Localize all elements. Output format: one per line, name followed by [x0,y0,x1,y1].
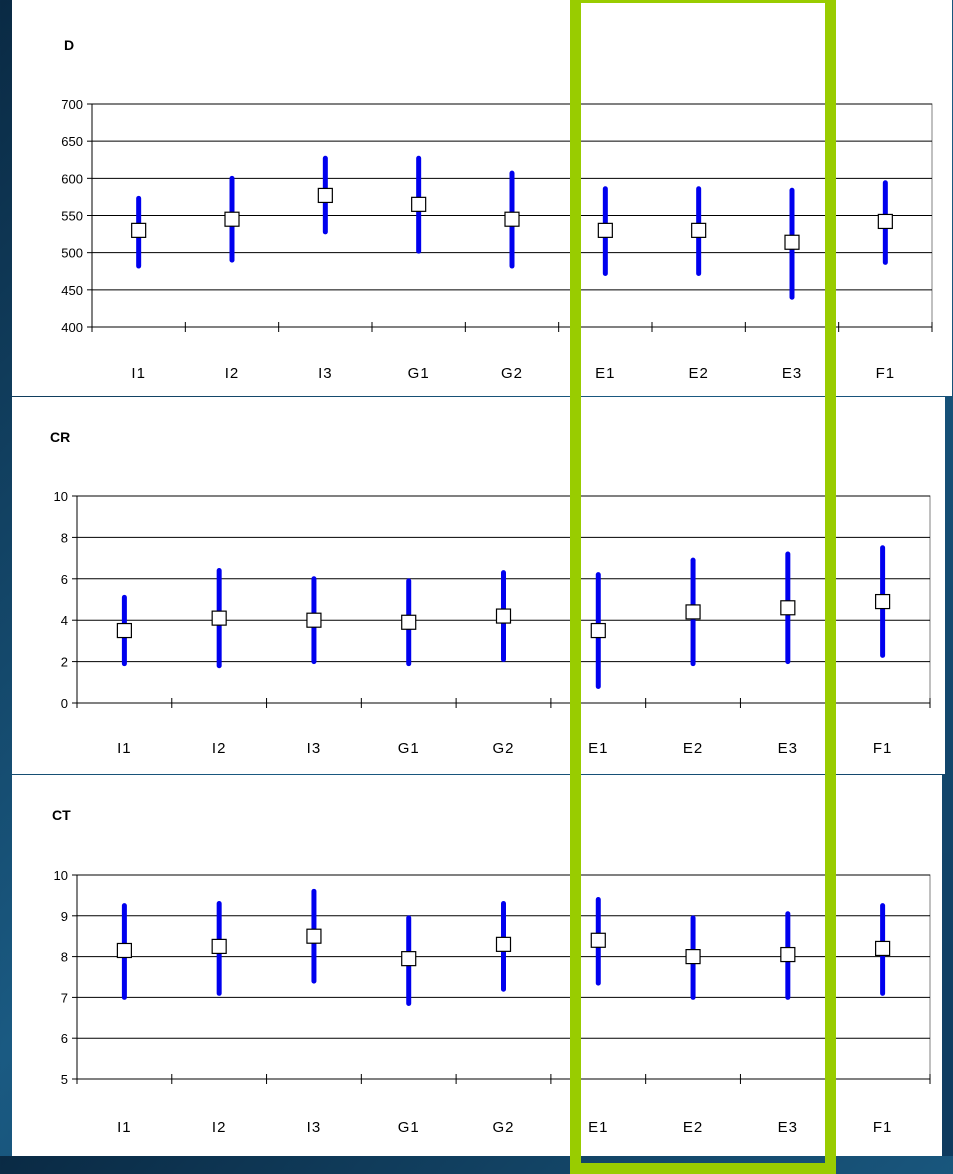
x-tick-label: I3 [318,365,333,382]
mean-marker-d-f1 [877,213,893,230]
x-tick-label: E3 [782,365,802,382]
chart-ct: CT 5 6 7 8 9 10 I1 I2 I3 G1 G2 E1 E2 E3 F1 [52,807,931,1136]
y-tick-label: 600 [61,171,83,186]
x-tick-label: I1 [117,740,132,757]
chart-title: CR [50,429,70,445]
x-tick-label: E1 [588,1119,608,1136]
mean-marker-d-i2 [224,211,240,227]
y-tick-label: 6 [61,1031,68,1046]
mean-marker-ct-f1 [875,940,891,957]
x-tick-label: I3 [307,740,322,757]
x-tick-label: I1 [117,1119,132,1136]
mean-marker-ct-e3 [780,946,796,963]
mean-marker-ct-e2 [685,949,701,965]
y-tick-label: 8 [61,530,68,545]
chart-panel-d: D 400 450 500 550 600 650 700 I1 I2 I3 G1 G2 E1 E2 E3 F1 [12,0,952,396]
mean-marker-d-g2 [504,211,520,227]
y-tick-label: 5 [61,1072,68,1087]
y-tick-label: 9 [61,909,68,924]
chart-cr: CR 0 2 4 6 8 10 I1 I2 I3 G1 G2 E1 E2 E3 F1 [50,429,931,757]
chart-title: CT [52,807,71,823]
y-tick-label: 10 [54,489,68,504]
x-tick-label: G2 [501,365,523,382]
mean-marker-d-g1 [411,196,427,212]
x-tick-label: I2 [212,740,227,757]
y-tick-label: 10 [54,868,68,883]
y-tick-label: 650 [61,134,83,149]
mean-marker-d-e3 [784,234,800,250]
x-tick-label: G2 [492,740,514,757]
x-tick-label: G1 [398,1119,420,1136]
x-tick-label: F1 [873,1119,893,1136]
mean-marker-cr-e1 [590,622,606,639]
y-tick-label: 550 [61,209,83,224]
y-tick-label: 6 [61,572,68,587]
x-tick-label: E2 [688,365,708,382]
x-tick-label: I2 [212,1119,227,1136]
mean-marker-cr-e2 [685,604,701,620]
mean-marker-ct-i3 [306,928,322,944]
mean-marker-cr-g1 [401,614,417,630]
x-tick-label: I1 [131,365,146,382]
x-tick-label: E3 [778,1119,798,1136]
chart-panel-ct: CT 5 6 7 8 9 10 I1 I2 I3 G1 G2 E1 E2 E3 F1 [12,775,942,1156]
x-tick-label: E2 [683,1119,703,1136]
chart-title: D [64,37,74,53]
y-tick-label: 7 [61,990,68,1005]
chart-panel-cr: CR 0 2 4 6 8 10 I1 I2 I3 G1 G2 E1 E2 E3 F1 [12,397,945,774]
y-tick-label: 8 [61,950,68,965]
x-tick-label: G1 [398,740,420,757]
x-tick-label: I3 [307,1119,322,1136]
mean-marker-cr-e3 [780,600,796,616]
x-tick-label: G1 [408,365,430,382]
mean-marker-cr-i1 [116,622,132,639]
y-tick-label: 400 [61,320,83,335]
mean-marker-ct-i1 [116,942,132,959]
y-tick-label: 4 [61,613,68,628]
y-tick-label: 0 [61,696,68,711]
x-tick-label: F1 [873,740,893,757]
x-tick-label: E3 [778,740,798,757]
x-tick-label: E1 [595,365,615,382]
y-tick-label: 700 [61,97,83,112]
x-tick-label: E1 [588,740,608,757]
mean-marker-cr-f1 [875,593,891,610]
x-tick-label: E2 [683,740,703,757]
mean-marker-d-i3 [317,187,333,204]
mean-marker-d-i1 [131,222,147,238]
chart-d: D 400 450 500 550 600 650 700 I1 I2 I3 G1 G2 E1 E2 E3 F1 [61,37,933,382]
mean-marker-ct-i2 [211,938,227,954]
mean-marker-ct-e1 [590,932,606,948]
x-tick-label: G2 [492,1119,514,1136]
x-tick-label: F1 [876,365,896,382]
mean-marker-cr-i2 [211,610,227,626]
x-tick-label: I2 [225,365,240,382]
y-tick-label: 500 [61,246,83,261]
y-tick-label: 2 [61,655,68,670]
mean-marker-ct-g2 [495,936,512,952]
y-tick-label: 450 [61,283,83,298]
mean-marker-cr-g2 [495,608,512,624]
mean-marker-d-e1 [597,222,613,238]
mean-marker-ct-g1 [401,951,417,967]
mean-marker-d-e2 [691,222,707,238]
mean-marker-cr-i3 [306,612,322,628]
